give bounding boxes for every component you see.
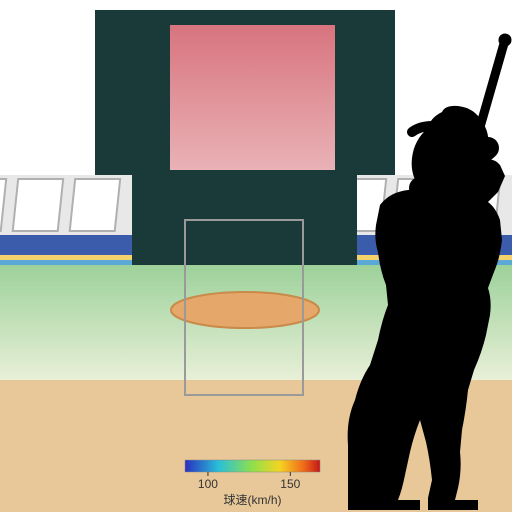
- pitchers-mound: [171, 292, 319, 328]
- pitch-chart-canvas: 100 150 球速(km/h): [0, 0, 512, 512]
- velocity-tick-label: 100: [198, 477, 218, 491]
- bleacher-panel: [13, 179, 63, 231]
- scene-svg: 100 150 球速(km/h): [0, 0, 512, 512]
- scoreboard-screen: [170, 25, 335, 170]
- velocity-axis-label: 球速(km/h): [224, 493, 282, 507]
- bleacher-panel: [70, 179, 120, 231]
- velocity-tick-label: 150: [280, 477, 300, 491]
- velocity-colorbar: [185, 460, 320, 472]
